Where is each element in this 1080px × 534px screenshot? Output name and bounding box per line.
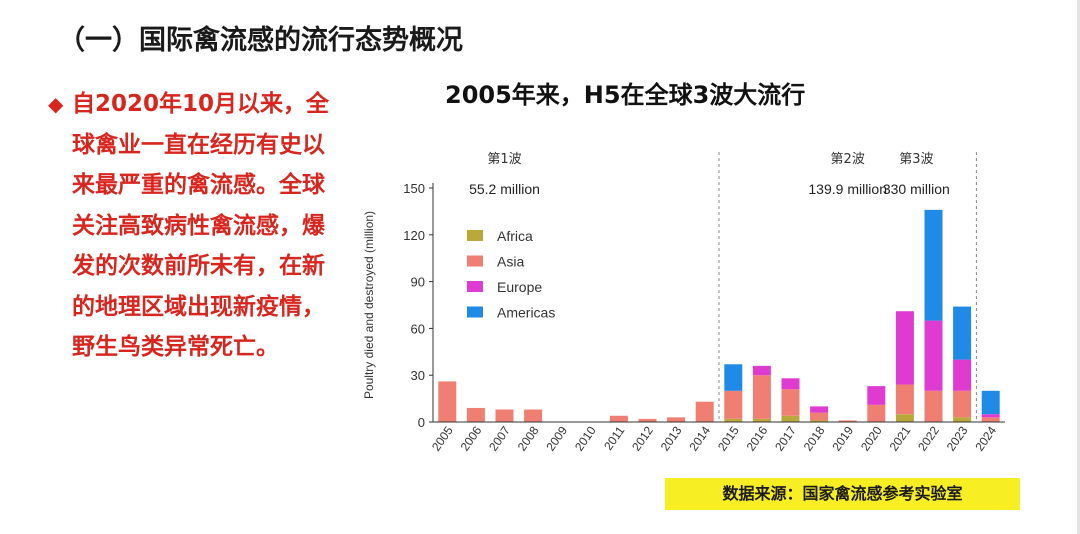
legend-label-asia: Asia — [497, 254, 524, 270]
wave-label: 第1波 — [487, 152, 521, 167]
bar-asia-2012 — [638, 418, 657, 422]
legend-swatch-africa — [467, 230, 483, 241]
x-tick-label: 2009 — [543, 423, 570, 453]
x-tick-label: 2023 — [944, 423, 971, 453]
x-tick-label: 2011 — [601, 423, 627, 452]
data-source-label: 数据来源：国家禽流感参考实验室 — [665, 478, 1020, 510]
bar-europe-2024 — [981, 414, 1000, 418]
y-tick-label: 120 — [403, 228, 425, 243]
bar-asia-2014 — [695, 401, 714, 422]
bar-asia-2011 — [609, 415, 628, 422]
x-tick-label: 2015 — [715, 423, 742, 453]
y-tick-label: 150 — [403, 181, 425, 196]
bar-europe-2021 — [895, 311, 914, 385]
bullet-paragraph: ◆ 自2020年10月以来，全球禽业一直在经历有史以来最严重的禽流感。全球关注高… — [48, 84, 338, 368]
slide-edge — [1077, 0, 1080, 534]
legend-label-europe: Europe — [497, 279, 542, 295]
y-axis-title: Poultry died and destroyed (million) — [362, 211, 376, 399]
wave-label: 第2波 — [831, 152, 865, 167]
bullet-text: 自2020年10月以来，全球禽业一直在经历有史以来最严重的禽流感。全球关注高致病… — [72, 91, 330, 360]
bar-americas-2024 — [981, 390, 1000, 415]
bar-europe-2017 — [781, 378, 800, 390]
bar-asia-2023 — [953, 390, 972, 418]
x-tick-label: 2020 — [858, 423, 885, 453]
bar-chart: 0 30 60 90 120 150 Poultry died and destroyed … — [362, 152, 1005, 454]
x-tick-label: 2021 — [887, 423, 914, 453]
x-tick-label: 2018 — [801, 423, 828, 453]
bar-asia-2016 — [752, 375, 771, 419]
x-tick-label: 2007 — [486, 423, 513, 453]
y-tick-label: 60 — [411, 321, 425, 336]
legend-label-africa: Africa — [497, 228, 533, 244]
x-tick-label: 2019 — [829, 423, 856, 453]
bar-asia-2008 — [524, 409, 543, 422]
legend-swatch-europe — [467, 281, 483, 292]
wave-total: 330 million — [883, 181, 950, 197]
legend-swatch-asia — [467, 255, 483, 267]
x-tick-label: 2022 — [915, 423, 942, 453]
bar-europe-2018 — [810, 406, 829, 413]
bar-asia-2024 — [981, 417, 1000, 422]
wave-total: 55.2 million — [469, 181, 540, 197]
x-tick-label: 2024 — [972, 423, 999, 453]
x-tick-label: 2005 — [429, 423, 456, 453]
bar-asia-2013 — [667, 417, 686, 422]
bar-americas-2015 — [724, 364, 743, 391]
y-tick-label: 30 — [411, 368, 425, 383]
bar-europe-2020 — [867, 386, 886, 405]
bar-asia-2005 — [438, 381, 457, 422]
x-tick-label: 2016 — [744, 423, 771, 453]
bar-asia-2006 — [466, 407, 485, 422]
diamond-bullet-icon: ◆ — [48, 92, 64, 116]
bar-europe-2023 — [953, 359, 972, 391]
bar-africa-2021 — [895, 414, 914, 422]
x-tick-label: 2013 — [658, 423, 685, 453]
y-tick-label: 90 — [411, 275, 425, 290]
x-tick-label: 2012 — [629, 423, 656, 453]
bar-africa-2017 — [781, 415, 800, 422]
bar-asia-2022 — [924, 390, 943, 422]
bar-americas-2023 — [953, 306, 972, 360]
bar-africa-2016 — [752, 418, 771, 422]
wave-total: 139.9 million — [808, 181, 887, 197]
wave-label: 第3波 — [899, 152, 933, 167]
x-tick-label: 2008 — [515, 423, 542, 453]
bar-africa-2018 — [810, 420, 829, 422]
bar-asia-2020 — [867, 404, 886, 422]
chart-title: 2005年来，H5在全球3波大流行 — [445, 81, 806, 109]
bar-asia-2015 — [724, 390, 743, 419]
x-tick-label: 2017 — [772, 423, 799, 453]
y-tick-label: 0 — [418, 415, 425, 430]
slide-title: （一）国际禽流感的流行态势概况 — [58, 25, 463, 56]
legend-swatch-americas — [467, 306, 483, 318]
bar-asia-2019 — [838, 420, 857, 422]
legend-label-americas: Americas — [497, 305, 555, 321]
x-tick-label: 2014 — [686, 423, 713, 453]
bar-americas-2022 — [924, 209, 943, 321]
bar-africa-2023 — [953, 417, 972, 422]
bar-europe-2022 — [924, 320, 943, 391]
bar-africa-2015 — [724, 418, 743, 422]
bar-asia-2007 — [495, 409, 514, 422]
x-tick-label: 2010 — [572, 423, 599, 453]
bar-asia-2021 — [895, 384, 914, 415]
bar-europe-2016 — [752, 365, 771, 376]
x-tick-label: 2006 — [458, 423, 485, 453]
bar-asia-2017 — [781, 389, 800, 416]
bar-asia-2018 — [810, 412, 829, 421]
